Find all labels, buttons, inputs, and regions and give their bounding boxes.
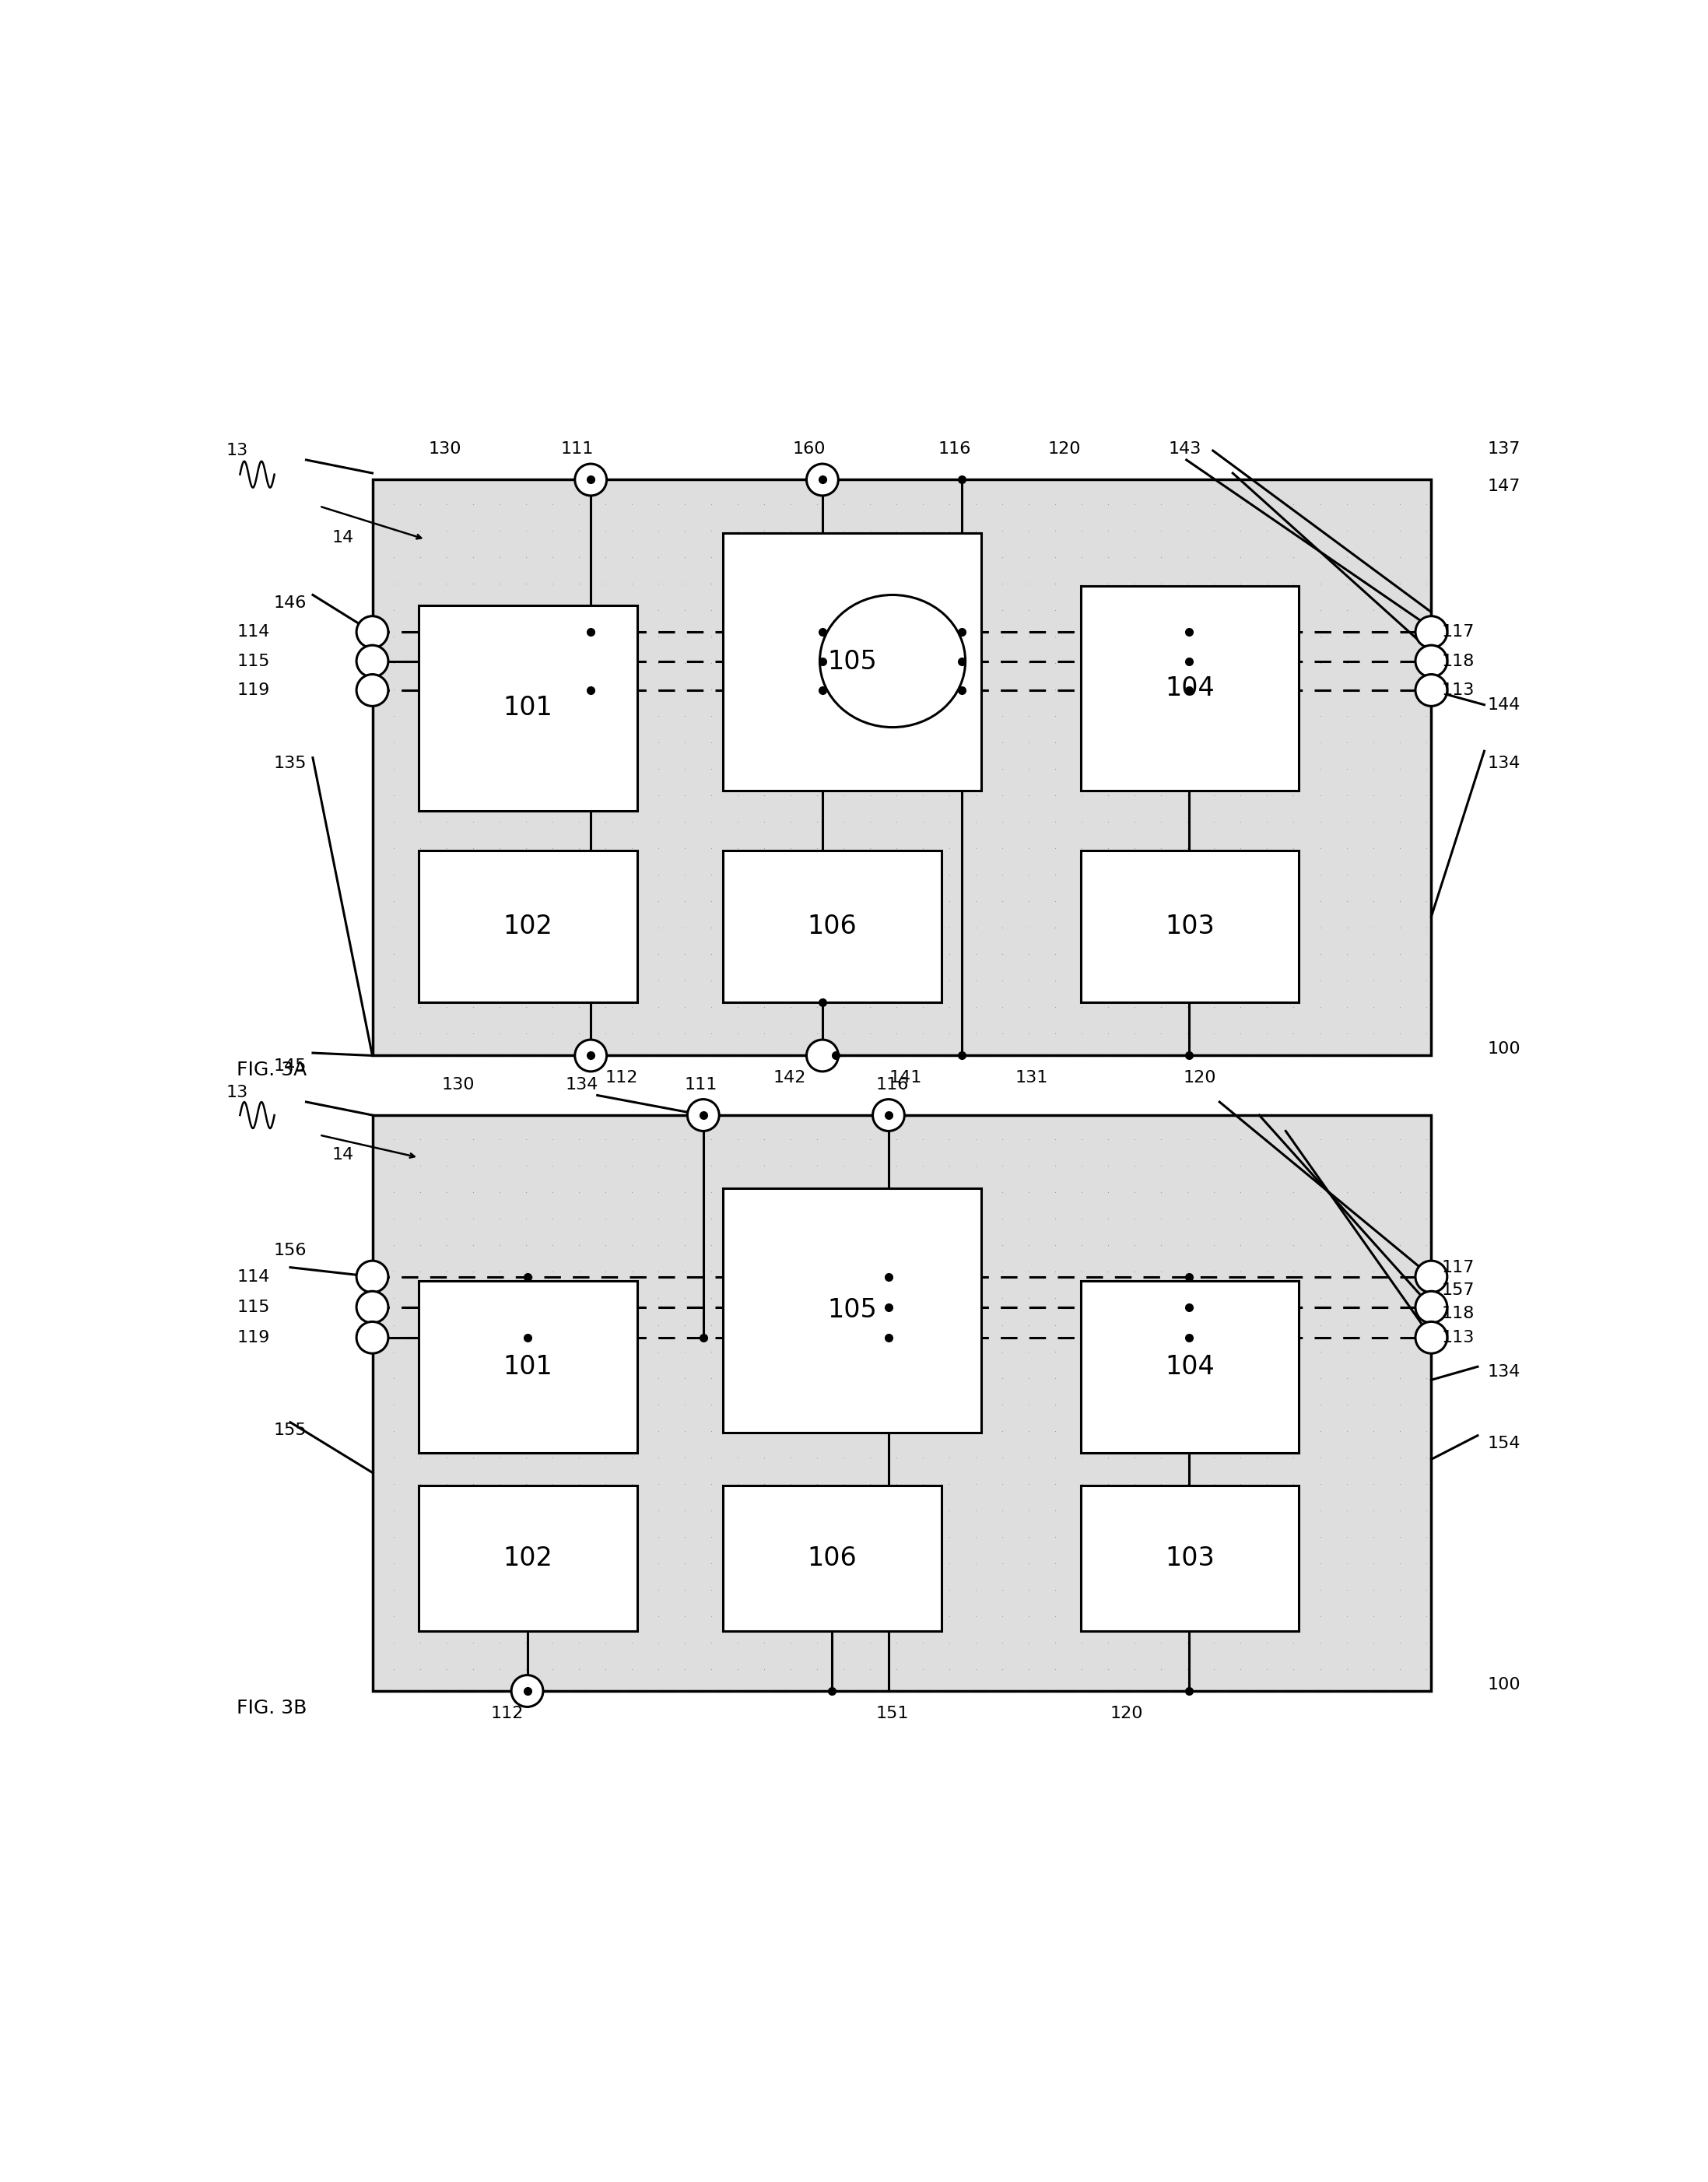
Text: 116: 116 bbox=[938, 441, 972, 456]
Text: 143: 143 bbox=[1168, 441, 1202, 456]
Circle shape bbox=[1416, 1261, 1447, 1292]
Text: 115: 115 bbox=[237, 652, 270, 670]
Text: 118: 118 bbox=[1442, 1307, 1474, 1322]
Text: 134: 134 bbox=[1488, 755, 1520, 770]
Text: 117: 117 bbox=[1442, 624, 1474, 639]
Circle shape bbox=[687, 1100, 719, 1130]
Circle shape bbox=[1416, 674, 1447, 707]
Text: 106: 106 bbox=[808, 914, 857, 938]
Text: 135: 135 bbox=[273, 755, 307, 770]
Text: 14: 14 bbox=[333, 1148, 354, 1163]
Text: 102: 102 bbox=[504, 914, 553, 938]
Text: 111: 111 bbox=[560, 441, 594, 456]
Text: FIG. 3A: FIG. 3A bbox=[237, 1060, 307, 1080]
Text: 103: 103 bbox=[1165, 1545, 1214, 1571]
Text: 147: 147 bbox=[1488, 478, 1520, 493]
Circle shape bbox=[1416, 646, 1447, 676]
Circle shape bbox=[357, 1322, 388, 1353]
Text: 113: 113 bbox=[1442, 1329, 1474, 1346]
Text: 104: 104 bbox=[1165, 676, 1214, 700]
Circle shape bbox=[576, 465, 606, 495]
Text: 131: 131 bbox=[1015, 1071, 1049, 1087]
Text: 105: 105 bbox=[827, 648, 876, 674]
Text: 111: 111 bbox=[685, 1078, 717, 1093]
Text: 117: 117 bbox=[1442, 1259, 1474, 1274]
Text: 116: 116 bbox=[876, 1078, 909, 1093]
Text: 118: 118 bbox=[1442, 652, 1474, 670]
Circle shape bbox=[357, 646, 388, 676]
Text: 100: 100 bbox=[1488, 1676, 1520, 1693]
Text: 151: 151 bbox=[876, 1706, 909, 1722]
Circle shape bbox=[873, 1100, 905, 1130]
Text: 134: 134 bbox=[1488, 1364, 1520, 1379]
Text: 119: 119 bbox=[237, 1329, 270, 1346]
Circle shape bbox=[357, 1261, 388, 1292]
Bar bbox=[372, 1115, 1431, 1691]
Circle shape bbox=[1416, 1322, 1447, 1353]
Circle shape bbox=[806, 465, 839, 495]
Text: 142: 142 bbox=[772, 1071, 806, 1087]
Text: FIG. 3B: FIG. 3B bbox=[237, 1700, 307, 1717]
Text: 101: 101 bbox=[504, 1353, 553, 1379]
Text: 112: 112 bbox=[605, 1071, 637, 1087]
Text: 137: 137 bbox=[1488, 441, 1520, 456]
Bar bbox=[722, 1486, 941, 1632]
Circle shape bbox=[576, 1039, 606, 1071]
Text: 113: 113 bbox=[1442, 683, 1474, 698]
Text: 160: 160 bbox=[793, 441, 825, 456]
Text: 103: 103 bbox=[1165, 914, 1214, 938]
Text: 115: 115 bbox=[237, 1298, 270, 1316]
Circle shape bbox=[806, 1039, 839, 1071]
Text: 157: 157 bbox=[1442, 1283, 1474, 1298]
Bar bbox=[1081, 585, 1300, 790]
Text: 141: 141 bbox=[890, 1071, 922, 1087]
Bar bbox=[1081, 1486, 1300, 1632]
Text: 13: 13 bbox=[227, 443, 248, 458]
Bar bbox=[418, 604, 637, 812]
Text: 120: 120 bbox=[1184, 1071, 1216, 1087]
Text: 13: 13 bbox=[227, 1084, 248, 1100]
Circle shape bbox=[1416, 1292, 1447, 1322]
Text: 144: 144 bbox=[1488, 696, 1520, 714]
Text: 105: 105 bbox=[827, 1298, 876, 1322]
Text: 120: 120 bbox=[1110, 1706, 1143, 1722]
Text: 106: 106 bbox=[808, 1545, 857, 1571]
Circle shape bbox=[357, 674, 388, 707]
Bar bbox=[418, 1281, 637, 1453]
Text: 145: 145 bbox=[273, 1058, 307, 1074]
Bar bbox=[418, 1486, 637, 1632]
Bar bbox=[1081, 851, 1300, 1002]
Bar bbox=[418, 851, 637, 1002]
Circle shape bbox=[357, 1292, 388, 1322]
Bar bbox=[372, 480, 1431, 1056]
Text: 14: 14 bbox=[333, 530, 354, 546]
Text: 154: 154 bbox=[1488, 1436, 1520, 1451]
Circle shape bbox=[511, 1676, 543, 1706]
Text: 134: 134 bbox=[565, 1078, 598, 1093]
Text: 119: 119 bbox=[237, 683, 270, 698]
Text: 102: 102 bbox=[504, 1545, 553, 1571]
Bar bbox=[722, 532, 982, 790]
Bar bbox=[722, 851, 941, 1002]
Text: 100: 100 bbox=[1488, 1041, 1520, 1056]
Bar bbox=[722, 1187, 982, 1434]
Text: 112: 112 bbox=[490, 1706, 524, 1722]
Text: 114: 114 bbox=[237, 624, 270, 639]
Text: 104: 104 bbox=[1165, 1353, 1214, 1379]
Text: 101: 101 bbox=[504, 696, 553, 720]
Circle shape bbox=[357, 615, 388, 648]
Bar bbox=[1081, 1281, 1300, 1453]
Text: 114: 114 bbox=[237, 1270, 270, 1285]
Text: 156: 156 bbox=[273, 1242, 307, 1259]
Text: 130: 130 bbox=[442, 1078, 475, 1093]
Circle shape bbox=[1416, 615, 1447, 648]
Text: 120: 120 bbox=[1049, 441, 1081, 456]
Text: 130: 130 bbox=[429, 441, 461, 456]
Text: 155: 155 bbox=[273, 1423, 307, 1438]
Text: 146: 146 bbox=[273, 596, 307, 611]
